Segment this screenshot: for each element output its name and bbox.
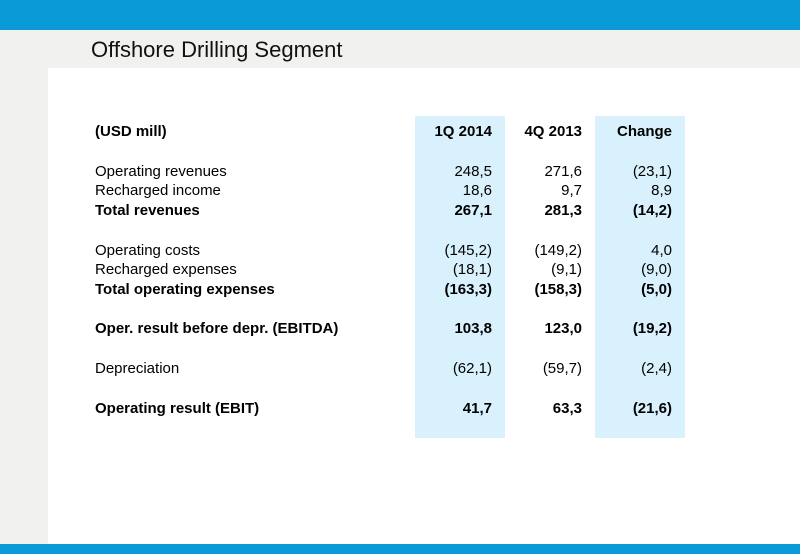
row-cell: (149,2)	[534, 242, 582, 259]
row-cell: 271,6	[544, 163, 582, 180]
row-cell: (2,4)	[641, 360, 672, 377]
row-label-total-revenues: Total revenues	[95, 202, 200, 219]
page-title: Offshore Drilling Segment	[91, 37, 343, 62]
row-label-operating-revenues: Operating revenues	[95, 163, 227, 180]
row-cell: (23,1)	[632, 163, 672, 180]
bottom-accent-bar	[0, 544, 800, 554]
row-cell: (145,2)	[444, 242, 492, 259]
row-cell: 18,6	[462, 182, 492, 199]
table-header-col-1q2014: 1Q 2014	[434, 123, 492, 140]
top-accent-bar	[0, 0, 800, 30]
row-cell: (62,1)	[452, 360, 492, 377]
row-cell: (5,0)	[641, 281, 672, 298]
row-label-depreciation: Depreciation	[95, 360, 180, 377]
row-cell: 41,7	[462, 400, 492, 417]
highlight-column-change	[595, 116, 685, 438]
row-cell: (9,0)	[641, 261, 672, 278]
highlight-column-1q2014	[415, 116, 505, 438]
row-cell: (163,3)	[444, 281, 492, 298]
row-cell: 8,9	[651, 182, 672, 199]
table-header-col-4q2013: 4Q 2013	[524, 123, 582, 140]
row-cell: 9,7	[561, 182, 582, 199]
row-cell: 281,3	[544, 202, 582, 219]
row-label-ebitda: Oper. result before depr. (EBITDA)	[95, 320, 339, 337]
row-cell: 4,0	[651, 242, 672, 259]
row-cell: 103,8	[454, 320, 492, 337]
row-cell: (14,2)	[632, 202, 672, 219]
row-cell: 63,3	[552, 400, 582, 417]
table-header-col-change: Change	[616, 123, 672, 140]
row-cell: (19,2)	[632, 320, 672, 337]
row-cell: (59,7)	[542, 360, 582, 377]
title-band	[0, 30, 800, 68]
table-header-label: (USD mill)	[95, 123, 167, 140]
row-label-ebit: Operating result (EBIT)	[95, 400, 260, 417]
left-margin-strip	[0, 68, 48, 544]
row-label-recharged-income: Recharged income	[95, 182, 221, 199]
row-label-operating-costs: Operating costs	[95, 242, 201, 259]
row-cell: (9,1)	[551, 261, 582, 278]
row-cell: 123,0	[544, 320, 582, 337]
row-cell: 248,5	[454, 163, 492, 180]
row-cell: (158,3)	[534, 281, 582, 298]
row-label-total-operating-expenses: Total operating expenses	[95, 281, 275, 298]
row-cell: (18,1)	[452, 261, 492, 278]
row-cell: (21,6)	[632, 400, 672, 417]
row-cell: 267,1	[454, 202, 492, 219]
row-label-recharged-expenses: Recharged expenses	[95, 261, 237, 278]
